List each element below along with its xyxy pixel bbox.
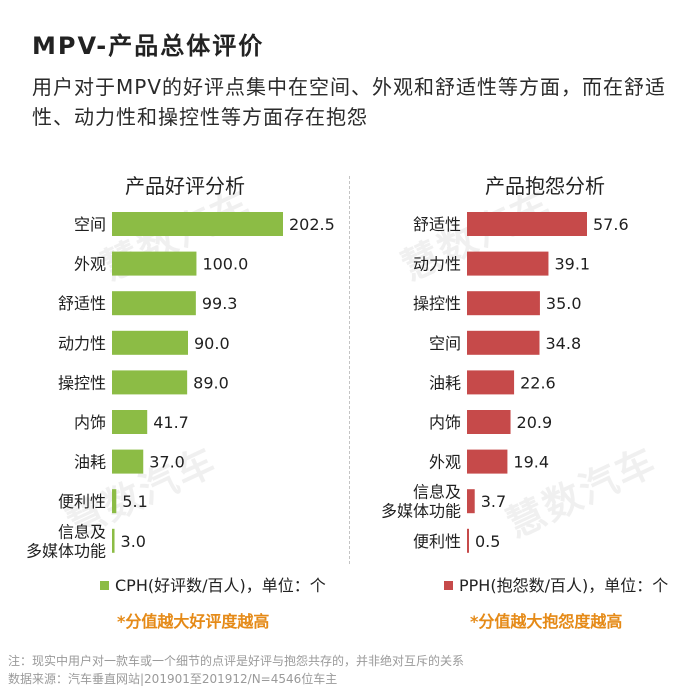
- positive-value-label: 41.7: [153, 413, 189, 432]
- positive-value-label: 100.0: [202, 255, 248, 274]
- negative-bar: [467, 528, 469, 553]
- positive-bar: [112, 330, 188, 355]
- positive-value-label: 89.0: [193, 373, 229, 392]
- negative-bar: [467, 330, 540, 355]
- negative-category-label: 油耗: [429, 373, 461, 392]
- negative-value-label: 39.1: [554, 255, 590, 274]
- positive-bar: [112, 212, 283, 236]
- positive-category-label: 操控性: [58, 373, 106, 392]
- negative-value-label: 35.0: [546, 294, 582, 313]
- negative-category-label: 舒适性: [413, 215, 461, 234]
- negative-bar: [467, 410, 511, 434]
- negative-legend-swatch: [444, 581, 453, 590]
- negative-category-label: 操控性: [413, 294, 461, 313]
- positive-value-label: 90.0: [194, 334, 230, 353]
- positive-value-label: 99.3: [202, 294, 238, 313]
- negative-category-label: 信息及多媒体功能: [381, 483, 461, 521]
- negative-category-label: 外观: [429, 453, 461, 472]
- negative-value-label: 3.7: [481, 492, 506, 511]
- negative-bar: [467, 449, 508, 474]
- left-legend: CPH(好评数/百人)，单位：个: [100, 572, 326, 596]
- footnote: 注：现实中用户对一款车或一个细节的点评是好评与抱怨共存的，并非绝对互斥的关系: [8, 654, 465, 668]
- right-legend: PPH(抱怨数/百人)，单位：个: [444, 572, 668, 596]
- negative-bar: [467, 370, 515, 395]
- positive-bar: [112, 370, 188, 395]
- right-note: *分值越大抱怨度越高: [470, 612, 623, 631]
- negative-value-label: 57.6: [593, 215, 629, 234]
- positive-bar: [112, 410, 148, 434]
- positive-bar: [112, 528, 115, 553]
- positive-bar-chart: 202.5 空间 100.0 外观 99.3 舒适性 90.0 动力性 89.0 操控性 41.7 内…: [26, 212, 335, 560]
- positive-category-label: 信息及多媒体功能: [26, 522, 106, 560]
- negative-bar: [467, 489, 475, 514]
- page-title: MPV-产品总体评价: [32, 32, 265, 60]
- negative-bar-chart: 57.6 舒适性 39.1 动力性 35.0 操控性 34.8 空间 22.6 油耗 20.9 内饰 1…: [381, 212, 629, 553]
- positive-category-label: 油耗: [74, 453, 106, 472]
- data-source: 数据来源：汽车垂直网站|201901至201912/N=4546位车主: [8, 672, 338, 686]
- right-chart-title: 产品抱怨分析: [485, 174, 605, 198]
- positive-category-label: 动力性: [58, 334, 106, 353]
- negative-category-label: 内饰: [429, 413, 461, 432]
- negative-bar: [467, 212, 587, 236]
- positive-value-label: 5.1: [122, 492, 147, 511]
- negative-value-label: 19.4: [513, 453, 549, 472]
- positive-bar: [112, 291, 196, 316]
- positive-category-label: 空间: [74, 215, 106, 234]
- negative-bar: [467, 251, 549, 276]
- positive-bar: [112, 449, 144, 474]
- positive-bar: [112, 251, 197, 276]
- positive-value-label: 37.0: [149, 453, 185, 472]
- negative-category-label: 空间: [429, 334, 461, 353]
- panel-divider: [349, 176, 350, 564]
- negative-value-label: 34.8: [546, 334, 582, 353]
- negative-value-label: 20.9: [517, 413, 553, 432]
- negative-bar: [467, 291, 540, 316]
- right-legend-label: PPH(抱怨数/百人)，单位：个: [459, 576, 669, 595]
- negative-value-label: 22.6: [520, 373, 556, 392]
- positive-value-label: 202.5: [289, 215, 335, 234]
- left-note: *分值越大好评度越高: [117, 612, 270, 631]
- left-legend-label: CPH(好评数/百人)，单位：个: [115, 576, 326, 595]
- positive-category-label: 内饰: [74, 413, 106, 432]
- page-subtitle: 用户对于MPV的好评点集中在空间、外观和舒适性等方面，而在舒适性、动力性和操控性…: [32, 75, 666, 129]
- left-chart-title: 产品好评分析: [125, 174, 245, 198]
- negative-category-label: 动力性: [413, 255, 461, 274]
- positive-category-label: 外观: [74, 255, 106, 274]
- negative-category-label: 便利性: [413, 532, 461, 551]
- negative-value-label: 0.5: [475, 532, 500, 551]
- positive-bar: [112, 489, 117, 514]
- positive-category-label: 便利性: [58, 492, 106, 511]
- positive-legend-swatch: [100, 581, 109, 590]
- positive-value-label: 3.0: [121, 532, 146, 551]
- positive-category-label: 舒适性: [58, 294, 106, 313]
